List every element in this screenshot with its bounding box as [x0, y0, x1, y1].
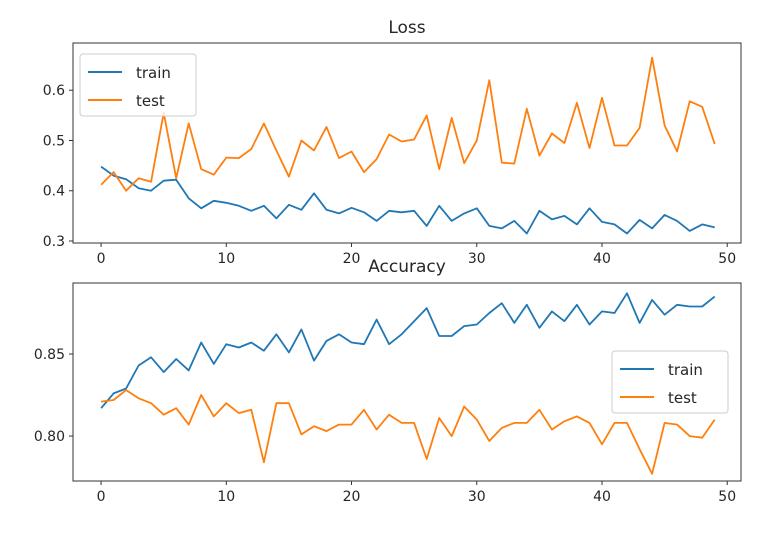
- x-tick-label: 50: [718, 489, 736, 505]
- y-tick-label: 0.5: [43, 133, 65, 149]
- x-tick-label: 20: [343, 489, 361, 505]
- x-tick-label: 0: [97, 251, 106, 267]
- legend: train test: [611, 350, 729, 414]
- axes-frame: [72, 42, 742, 244]
- y-tick-label: 0.80: [34, 429, 65, 445]
- y-tick-label: 0.3: [43, 234, 65, 250]
- x-tick-label: 30: [468, 489, 486, 505]
- chart-title: Loss: [388, 18, 425, 38]
- subplot-accuracy: 0 10 20 30 40 50 0.80 0.85 Accuracy train test: [34, 257, 742, 505]
- subplot-loss: 0 10 20 30 40 50 0.3 0.4 0.5 0.6 Loss train test: [43, 18, 742, 267]
- series-line-train: [100, 292, 716, 409]
- x-tick-label: 40: [593, 489, 611, 505]
- x-tick-label: 30: [468, 251, 486, 267]
- series-line-test: [100, 389, 716, 475]
- y-tick-label: 0.6: [43, 83, 65, 99]
- y-tick-label: 0.4: [43, 184, 65, 200]
- x-tick-label: 0: [97, 489, 106, 505]
- legend-label-test: test: [668, 389, 697, 407]
- x-tick-label: 50: [718, 251, 736, 267]
- axes-frame: [72, 282, 742, 482]
- x-tick-label: 10: [217, 251, 235, 267]
- series-line-test: [100, 56, 716, 192]
- x-tick-label: 10: [217, 489, 235, 505]
- series-line-train: [100, 165, 715, 235]
- x-tick-label: 20: [343, 251, 361, 267]
- chart-title: Accuracy: [368, 257, 446, 277]
- legend-label-test: test: [136, 92, 165, 110]
- legend-label-train: train: [668, 361, 703, 379]
- legend-label-train: train: [136, 64, 171, 82]
- legend: train test: [79, 53, 197, 117]
- y-tick-label: 0.85: [34, 347, 65, 363]
- x-tick-label: 40: [593, 251, 611, 267]
